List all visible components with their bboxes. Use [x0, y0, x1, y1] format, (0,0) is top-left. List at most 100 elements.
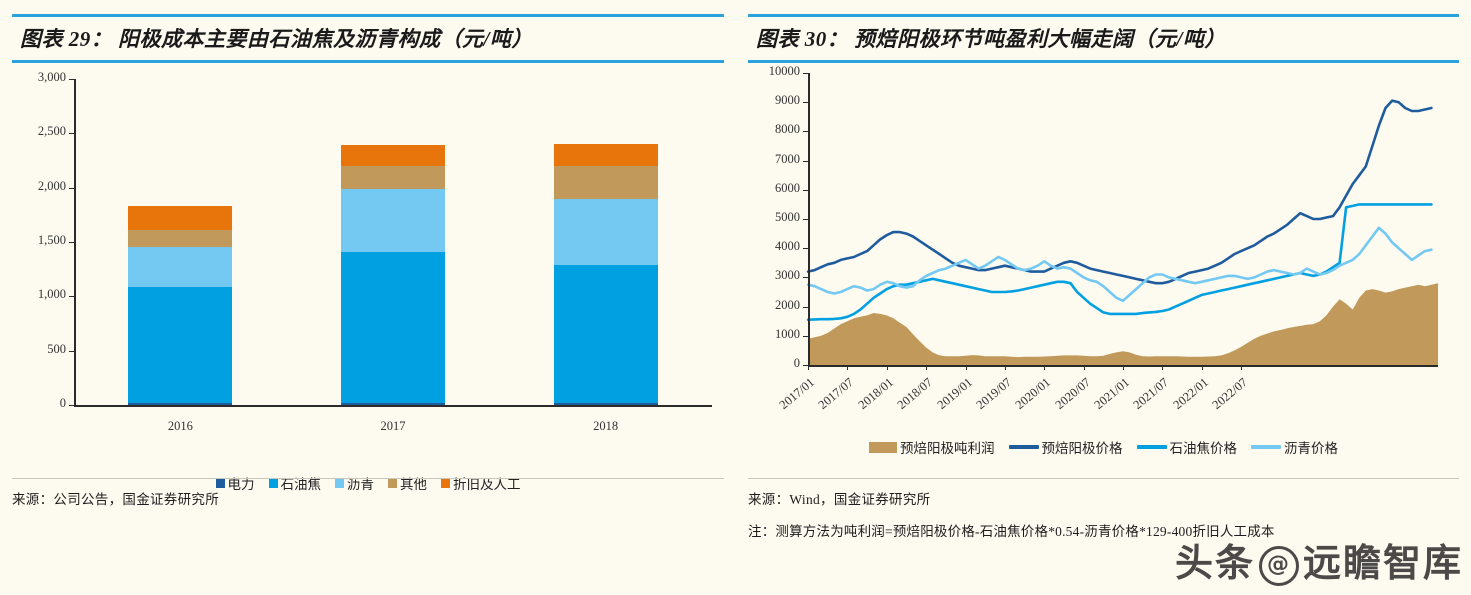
x-tick: [965, 365, 967, 370]
bar-segment: [553, 144, 658, 167]
legend-swatch-icon: [388, 478, 397, 488]
y-tick-label: 7000: [775, 151, 800, 166]
bar-segment: [341, 144, 445, 167]
legend-label: 预焙阳极价格: [1041, 441, 1123, 456]
legend-label: 石油焦: [280, 477, 322, 492]
y-tick-label: 4000: [775, 239, 800, 254]
y-tick: [69, 296, 74, 298]
x-tick: [847, 365, 849, 370]
x-tick: [1162, 365, 1164, 370]
title-top-rule: [12, 14, 724, 17]
x-axis: [74, 405, 712, 407]
y-tick-label: 9000: [775, 93, 800, 108]
y-tick: [803, 277, 808, 279]
x-tick: [1004, 365, 1006, 370]
y-tick: [803, 73, 808, 74]
series-canvas: [806, 99, 1438, 365]
line-area-chart: 0 1000 2000 3000 4000 5000 6000 7000 8000 9000 100…: [748, 64, 1448, 435]
y-axis: [808, 73, 810, 365]
series-area-预焙阳极吨利润: [808, 283, 1438, 365]
series-line-沥青价格: [806, 226, 1433, 303]
figure-29-legend: 电力 石油焦 沥青 其他 折旧及人工: [12, 473, 724, 493]
figure-30-title: 图表 30： 预焙阳极环节吨盈利大幅走阔（元/吨）: [756, 27, 1226, 51]
source-divider: [12, 478, 724, 479]
y-tick-label: 1,000: [37, 287, 66, 302]
figure-29-panel: 图表 29： 阳极成本主要由石油焦及沥青构成（元/吨） 0 500 1,000 1,5…: [12, 14, 724, 508]
legend-swatch-icon: [215, 478, 225, 488]
legend-swatch-icon: [1251, 445, 1281, 449]
figure-29-title: 图表 29： 阳极成本主要由石油焦及沥青构成（元/吨）: [20, 27, 533, 51]
legend-swatch-icon: [1136, 445, 1167, 449]
x-tick: [1083, 365, 1085, 370]
figure-29-title-block: 图表 29： 阳极成本主要由石油焦及沥青构成（元/吨）: [12, 14, 724, 63]
bar-segment: [128, 230, 233, 248]
bar-segment: [553, 166, 658, 199]
x-tick: [1241, 365, 1243, 370]
y-tick: [803, 160, 808, 162]
legend-swatch-icon: [268, 478, 278, 488]
bar-category-label: 2017: [380, 419, 406, 433]
y-tick: [69, 405, 74, 406]
series-line-石油焦价格: [806, 203, 1433, 321]
title-bottom-rule: [748, 60, 1459, 63]
y-tick-label: 500: [47, 341, 66, 356]
x-tick: [1044, 365, 1046, 370]
figure-30-source-block: 来源：Wind，国金证券研究所 注：测算方法为吨利润=预焙阳极价格-石油焦价格*…: [748, 478, 1459, 543]
y-tick: [69, 133, 74, 135]
figure-30-source: 来源：Wind，国金证券研究所: [748, 492, 931, 507]
y-tick-label: 2,500: [37, 124, 66, 139]
legend-label: 折旧及人工: [453, 477, 521, 492]
bar-segment: [553, 198, 658, 266]
bar-segment: [553, 265, 658, 404]
x-tick: [886, 365, 888, 370]
series-line-预焙阳极价格: [806, 99, 1433, 285]
y-tick-label: 5000: [775, 210, 800, 224]
y-tick-label: 1,500: [37, 233, 66, 247]
x-tick: [1201, 365, 1203, 370]
legend-item-4: 折旧及人工: [441, 473, 521, 493]
legend-label: 石油焦价格: [1169, 441, 1238, 456]
legend-item-3: 其他: [388, 473, 427, 493]
y-tick: [69, 79, 74, 80]
y-tick: [803, 131, 808, 133]
legend-item-0: 预焙阳极吨利润: [869, 437, 995, 457]
legend-item-2: 沥青: [335, 473, 374, 493]
bar-segment: [128, 206, 233, 231]
x-tick: [808, 365, 809, 370]
legend-item-2: 石油焦价格: [1136, 437, 1238, 457]
legend-item-1: 石油焦: [268, 473, 322, 493]
y-tick-label: 1000: [775, 326, 800, 341]
figure-30-panel: 图表 30： 预焙阳极环节吨盈利大幅走阔（元/吨） 0 1000 2000 3000 4…: [736, 0, 1471, 595]
y-tick: [803, 189, 808, 191]
figure-29-source: 来源：公司公告，国金证券研究所: [12, 492, 219, 507]
y-tick-label: 0: [793, 356, 800, 370]
y-tick-label: 3,000: [37, 70, 66, 84]
legend-label: 预焙阳极吨利润: [900, 441, 995, 456]
y-tick-label: 2,000: [37, 178, 66, 193]
bar-category-label: 2018: [593, 419, 619, 433]
figure-30-title-block: 图表 30： 预焙阳极环节吨盈利大幅走阔（元/吨）: [748, 14, 1459, 63]
y-tick: [69, 242, 74, 243]
legend-swatch-icon: [1008, 445, 1039, 449]
legend-label: 沥青价格: [1284, 441, 1338, 456]
y-tick: [803, 248, 808, 250]
y-tick-label: 8000: [775, 122, 800, 137]
y-tick-label: 6000: [775, 180, 800, 195]
source-divider: [748, 478, 1459, 479]
figure-30-note: 注：测算方法为吨利润=预焙阳极价格-石油焦价格*0.54-沥青价格*129-40…: [748, 524, 1275, 539]
legend-label: 沥青: [347, 477, 374, 492]
y-axis: [74, 79, 76, 405]
bar-segment: [128, 247, 233, 287]
y-tick: [69, 187, 74, 189]
figure-29-source-block: 来源：公司公告，国金证券研究所: [12, 478, 724, 508]
y-tick: [803, 102, 808, 104]
legend-label: 电力: [227, 477, 255, 492]
y-tick-label: 0: [59, 396, 66, 410]
figure-30-legend: 预焙阳极吨利润 预焙阳极价格 石油焦价格 沥青价格: [748, 437, 1459, 457]
bar-segment: [128, 286, 233, 404]
y-tick: [803, 306, 808, 308]
legend-item-3: 沥青价格: [1251, 437, 1338, 457]
bar-segment: [341, 403, 445, 405]
y-tick: [803, 335, 808, 337]
